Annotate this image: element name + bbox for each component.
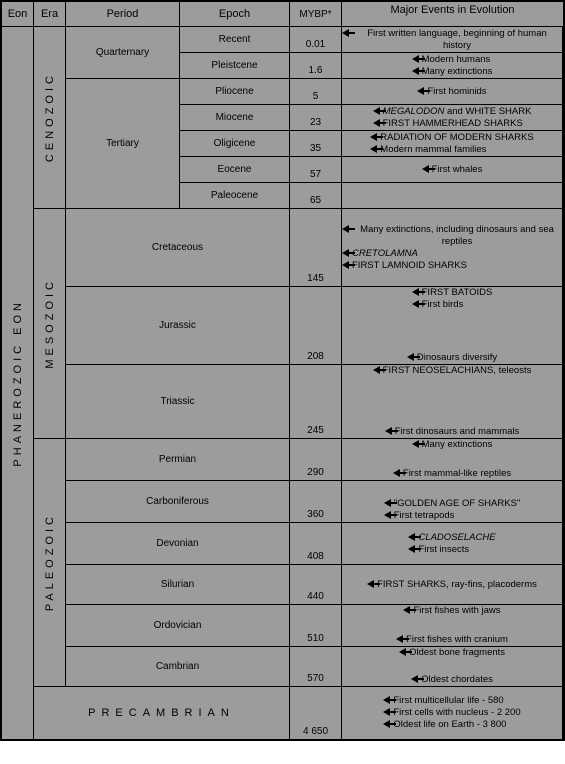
period-tertiary: Tertiary bbox=[66, 79, 180, 209]
events-recent: First written language, beginning of hum… bbox=[342, 27, 563, 53]
header-row: Eon Era Period Epoch MYBP* Major Events … bbox=[2, 2, 563, 27]
era-row-paleozoic: PALEOZOIC Permian 290 Many extinctionsFi… bbox=[34, 439, 563, 687]
table-body: PHANEROZOIC EON CENOZOIC Quarternary Rec… bbox=[2, 27, 563, 739]
eon-label: PHANEROZOIC EON bbox=[12, 299, 24, 467]
precambrian-mybp: 4 650 bbox=[290, 687, 342, 739]
eon-phanerozoic: PHANEROZOIC EON bbox=[2, 27, 34, 739]
period-quarternary: Quarternary bbox=[66, 27, 180, 79]
epoch-pleistocene: Pleistcene bbox=[180, 53, 290, 79]
geologic-table: Eon Era Period Epoch MYBP* Major Events … bbox=[0, 0, 565, 741]
hdr-era: Era bbox=[34, 2, 66, 26]
precambrian-row: PRECAMBRIAN 4 650 First multicellular li… bbox=[34, 687, 563, 739]
era-row-cenozoic: CENOZOIC Quarternary Recent 0.01 First w… bbox=[34, 27, 563, 209]
hdr-period: Period bbox=[66, 2, 180, 26]
precambrian-label: PRECAMBRIAN bbox=[34, 687, 290, 739]
precambrian-events: First multicellular life - 580First cell… bbox=[342, 687, 563, 739]
era-cenozoic-label: CENOZOIC bbox=[44, 72, 56, 162]
hdr-eon: Eon bbox=[2, 2, 34, 26]
hdr-epoch: Epoch bbox=[180, 2, 290, 26]
epoch-recent: Recent bbox=[180, 27, 290, 53]
mybp-pleistocene: 1.6 bbox=[290, 53, 342, 79]
mybp-recent: 0.01 bbox=[290, 27, 342, 53]
hdr-events: Major Events in Evolution bbox=[342, 2, 563, 26]
events-pleistocene: Modern humansMany extinctions bbox=[342, 53, 563, 79]
hdr-mybp: MYBP* bbox=[290, 2, 342, 26]
era-row-mesozoic: MESOZOIC Cretaceous 145 Many extinctions… bbox=[34, 209, 563, 439]
